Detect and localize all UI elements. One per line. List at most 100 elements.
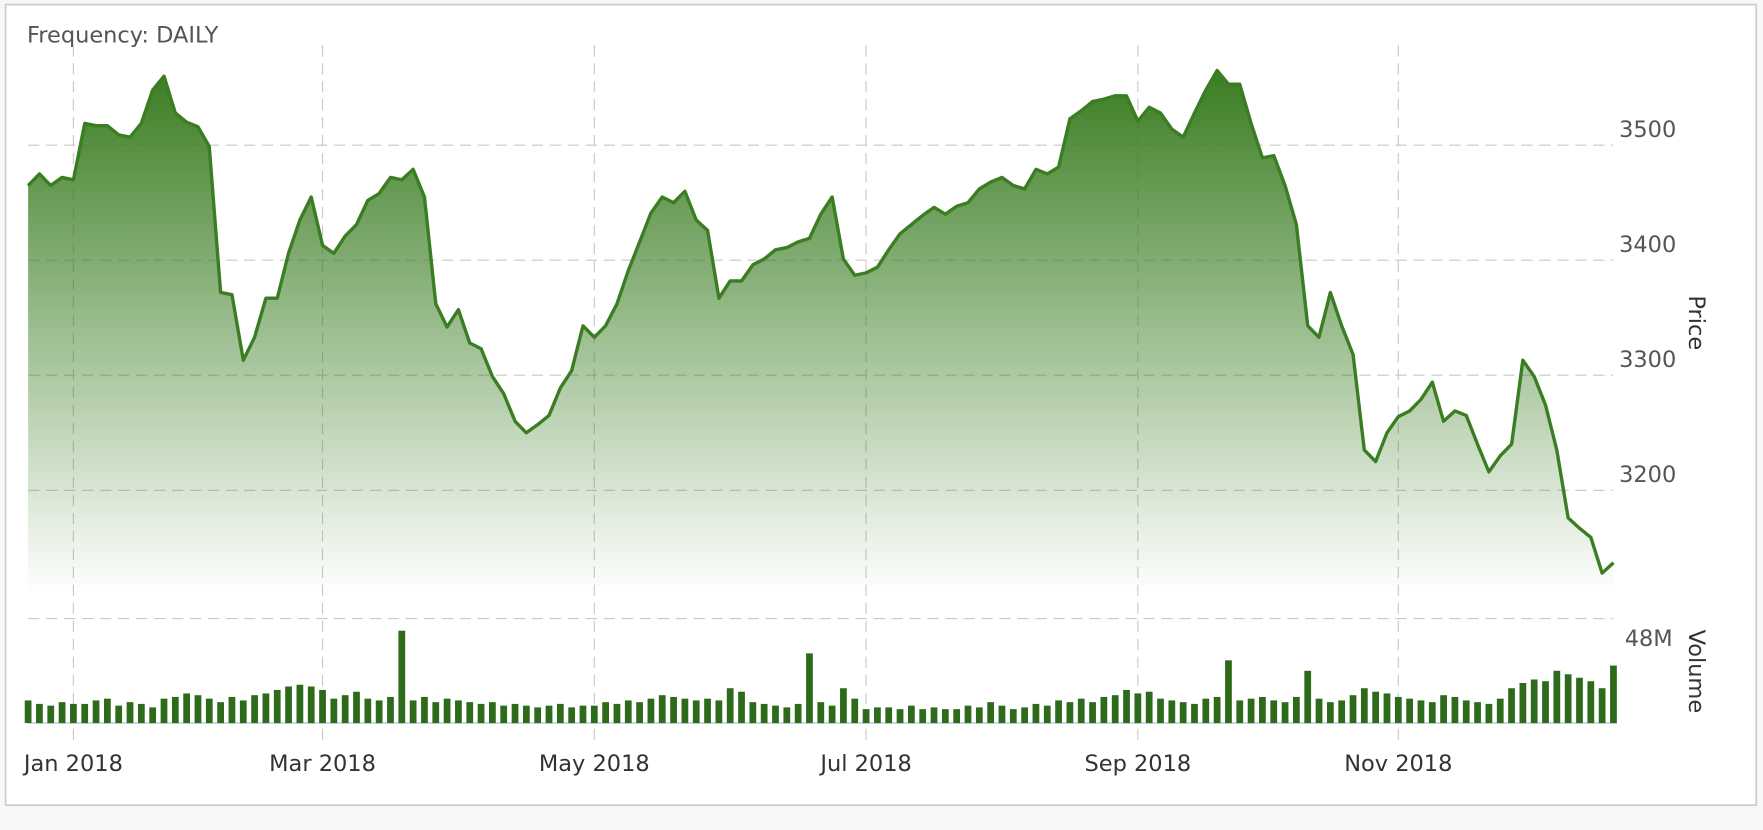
volume-bar bbox=[1315, 698, 1323, 724]
volume-bar bbox=[421, 696, 428, 724]
volume-bar bbox=[941, 709, 949, 724]
volume-bar bbox=[489, 702, 496, 724]
y-tick-label: 3500 bbox=[1619, 117, 1676, 143]
volume-bar bbox=[228, 696, 236, 724]
volume-bar bbox=[511, 703, 519, 724]
volume-bar bbox=[239, 700, 247, 724]
y2-axis-title: Volume bbox=[1683, 630, 1709, 714]
volume-bar bbox=[273, 689, 281, 724]
volume-bar bbox=[726, 688, 734, 724]
volume-bar bbox=[36, 703, 43, 724]
volume-bar bbox=[556, 703, 564, 724]
volume-bar bbox=[398, 630, 406, 724]
volume-bar bbox=[81, 703, 89, 724]
volume-bar bbox=[1134, 693, 1142, 724]
volume-bar bbox=[1247, 698, 1255, 724]
volume-bar bbox=[1542, 681, 1549, 724]
volume-bar bbox=[149, 707, 157, 724]
volume-bar bbox=[262, 693, 270, 724]
volume-bar bbox=[522, 705, 530, 724]
volume-bar bbox=[772, 705, 779, 724]
volume-bar bbox=[749, 702, 757, 724]
volume-bar bbox=[1123, 689, 1130, 724]
volume-bar bbox=[704, 698, 711, 724]
volume-bar bbox=[1553, 670, 1561, 724]
volume-bar bbox=[1394, 696, 1402, 724]
volume-bar bbox=[126, 702, 134, 724]
volume-bar bbox=[647, 698, 655, 724]
x-tick-label: May 2018 bbox=[539, 751, 650, 777]
y-axis-title: Price bbox=[1683, 295, 1709, 350]
volume-bar bbox=[1168, 700, 1176, 724]
x-tick-label: Sep 2018 bbox=[1085, 751, 1192, 777]
x-tick-label: Nov 2018 bbox=[1344, 751, 1452, 777]
volume-bar bbox=[590, 705, 598, 724]
volume-bar bbox=[874, 707, 881, 724]
volume-bar bbox=[1111, 695, 1119, 724]
volume-bar bbox=[70, 703, 77, 724]
volume-bar bbox=[194, 695, 202, 724]
volume-bar bbox=[183, 693, 191, 724]
volume-bar bbox=[364, 698, 372, 724]
volume-bar bbox=[1349, 695, 1357, 724]
volume-bar bbox=[738, 691, 745, 724]
volume-bar bbox=[137, 703, 145, 724]
volume-bar bbox=[353, 691, 360, 724]
volume-bar bbox=[443, 698, 451, 724]
x-tick-label: Mar 2018 bbox=[269, 751, 376, 777]
volume-bar bbox=[1077, 698, 1085, 724]
volume-bar bbox=[1293, 696, 1300, 724]
price-line bbox=[26, 68, 1615, 575]
volume-bar bbox=[375, 700, 383, 724]
volume-bar bbox=[851, 698, 859, 724]
volume-bar bbox=[1462, 700, 1470, 724]
volume-bar bbox=[1304, 670, 1312, 724]
volume-bar bbox=[1032, 703, 1040, 724]
volume-bar bbox=[92, 700, 100, 724]
volume-bar bbox=[636, 702, 643, 724]
volume-bar bbox=[1281, 702, 1289, 724]
x-tick-label: Jul 2018 bbox=[818, 751, 911, 777]
volume-bar bbox=[1610, 665, 1617, 724]
volume-bar bbox=[1100, 696, 1108, 724]
volume-bar bbox=[783, 707, 791, 724]
volume-bar bbox=[330, 698, 338, 724]
volume-bar bbox=[1417, 700, 1425, 724]
volume-bar bbox=[692, 700, 700, 724]
volume-bar bbox=[840, 688, 847, 724]
volume-bar bbox=[1372, 691, 1380, 724]
volume-bar bbox=[987, 702, 995, 724]
volume-bar bbox=[58, 702, 66, 724]
volume-bar bbox=[624, 700, 632, 724]
volume-bar bbox=[1474, 702, 1481, 724]
volume-bar bbox=[296, 684, 304, 724]
volume-bar bbox=[409, 700, 417, 724]
volume-bar bbox=[579, 705, 587, 724]
volume-bar bbox=[534, 707, 542, 724]
volume-bar bbox=[1191, 703, 1198, 724]
volume-bar bbox=[568, 707, 576, 724]
volume-bar bbox=[1202, 698, 1210, 724]
volume-bar bbox=[1383, 693, 1391, 724]
volume-bar bbox=[455, 700, 462, 724]
volume-bar bbox=[998, 705, 1006, 724]
volume-bar bbox=[1270, 700, 1278, 724]
volume-bar bbox=[477, 703, 485, 724]
volume-bar bbox=[1360, 688, 1368, 724]
volume-bar bbox=[217, 702, 224, 724]
volume-bar bbox=[930, 707, 938, 724]
y-tick-label: 3400 bbox=[1619, 232, 1676, 258]
volume-bar bbox=[1564, 674, 1572, 724]
volume-bar bbox=[1576, 677, 1583, 724]
volume-bar bbox=[341, 695, 349, 724]
volume-bar bbox=[1338, 700, 1346, 724]
volume-bar bbox=[715, 700, 723, 724]
volume-bar bbox=[1428, 702, 1436, 724]
volume-bar bbox=[806, 653, 813, 724]
volume-bar bbox=[387, 696, 394, 724]
volume-bar bbox=[1043, 705, 1051, 724]
volume-bar bbox=[104, 698, 111, 724]
volume-bar bbox=[1485, 703, 1493, 724]
volume-bar bbox=[975, 707, 983, 724]
